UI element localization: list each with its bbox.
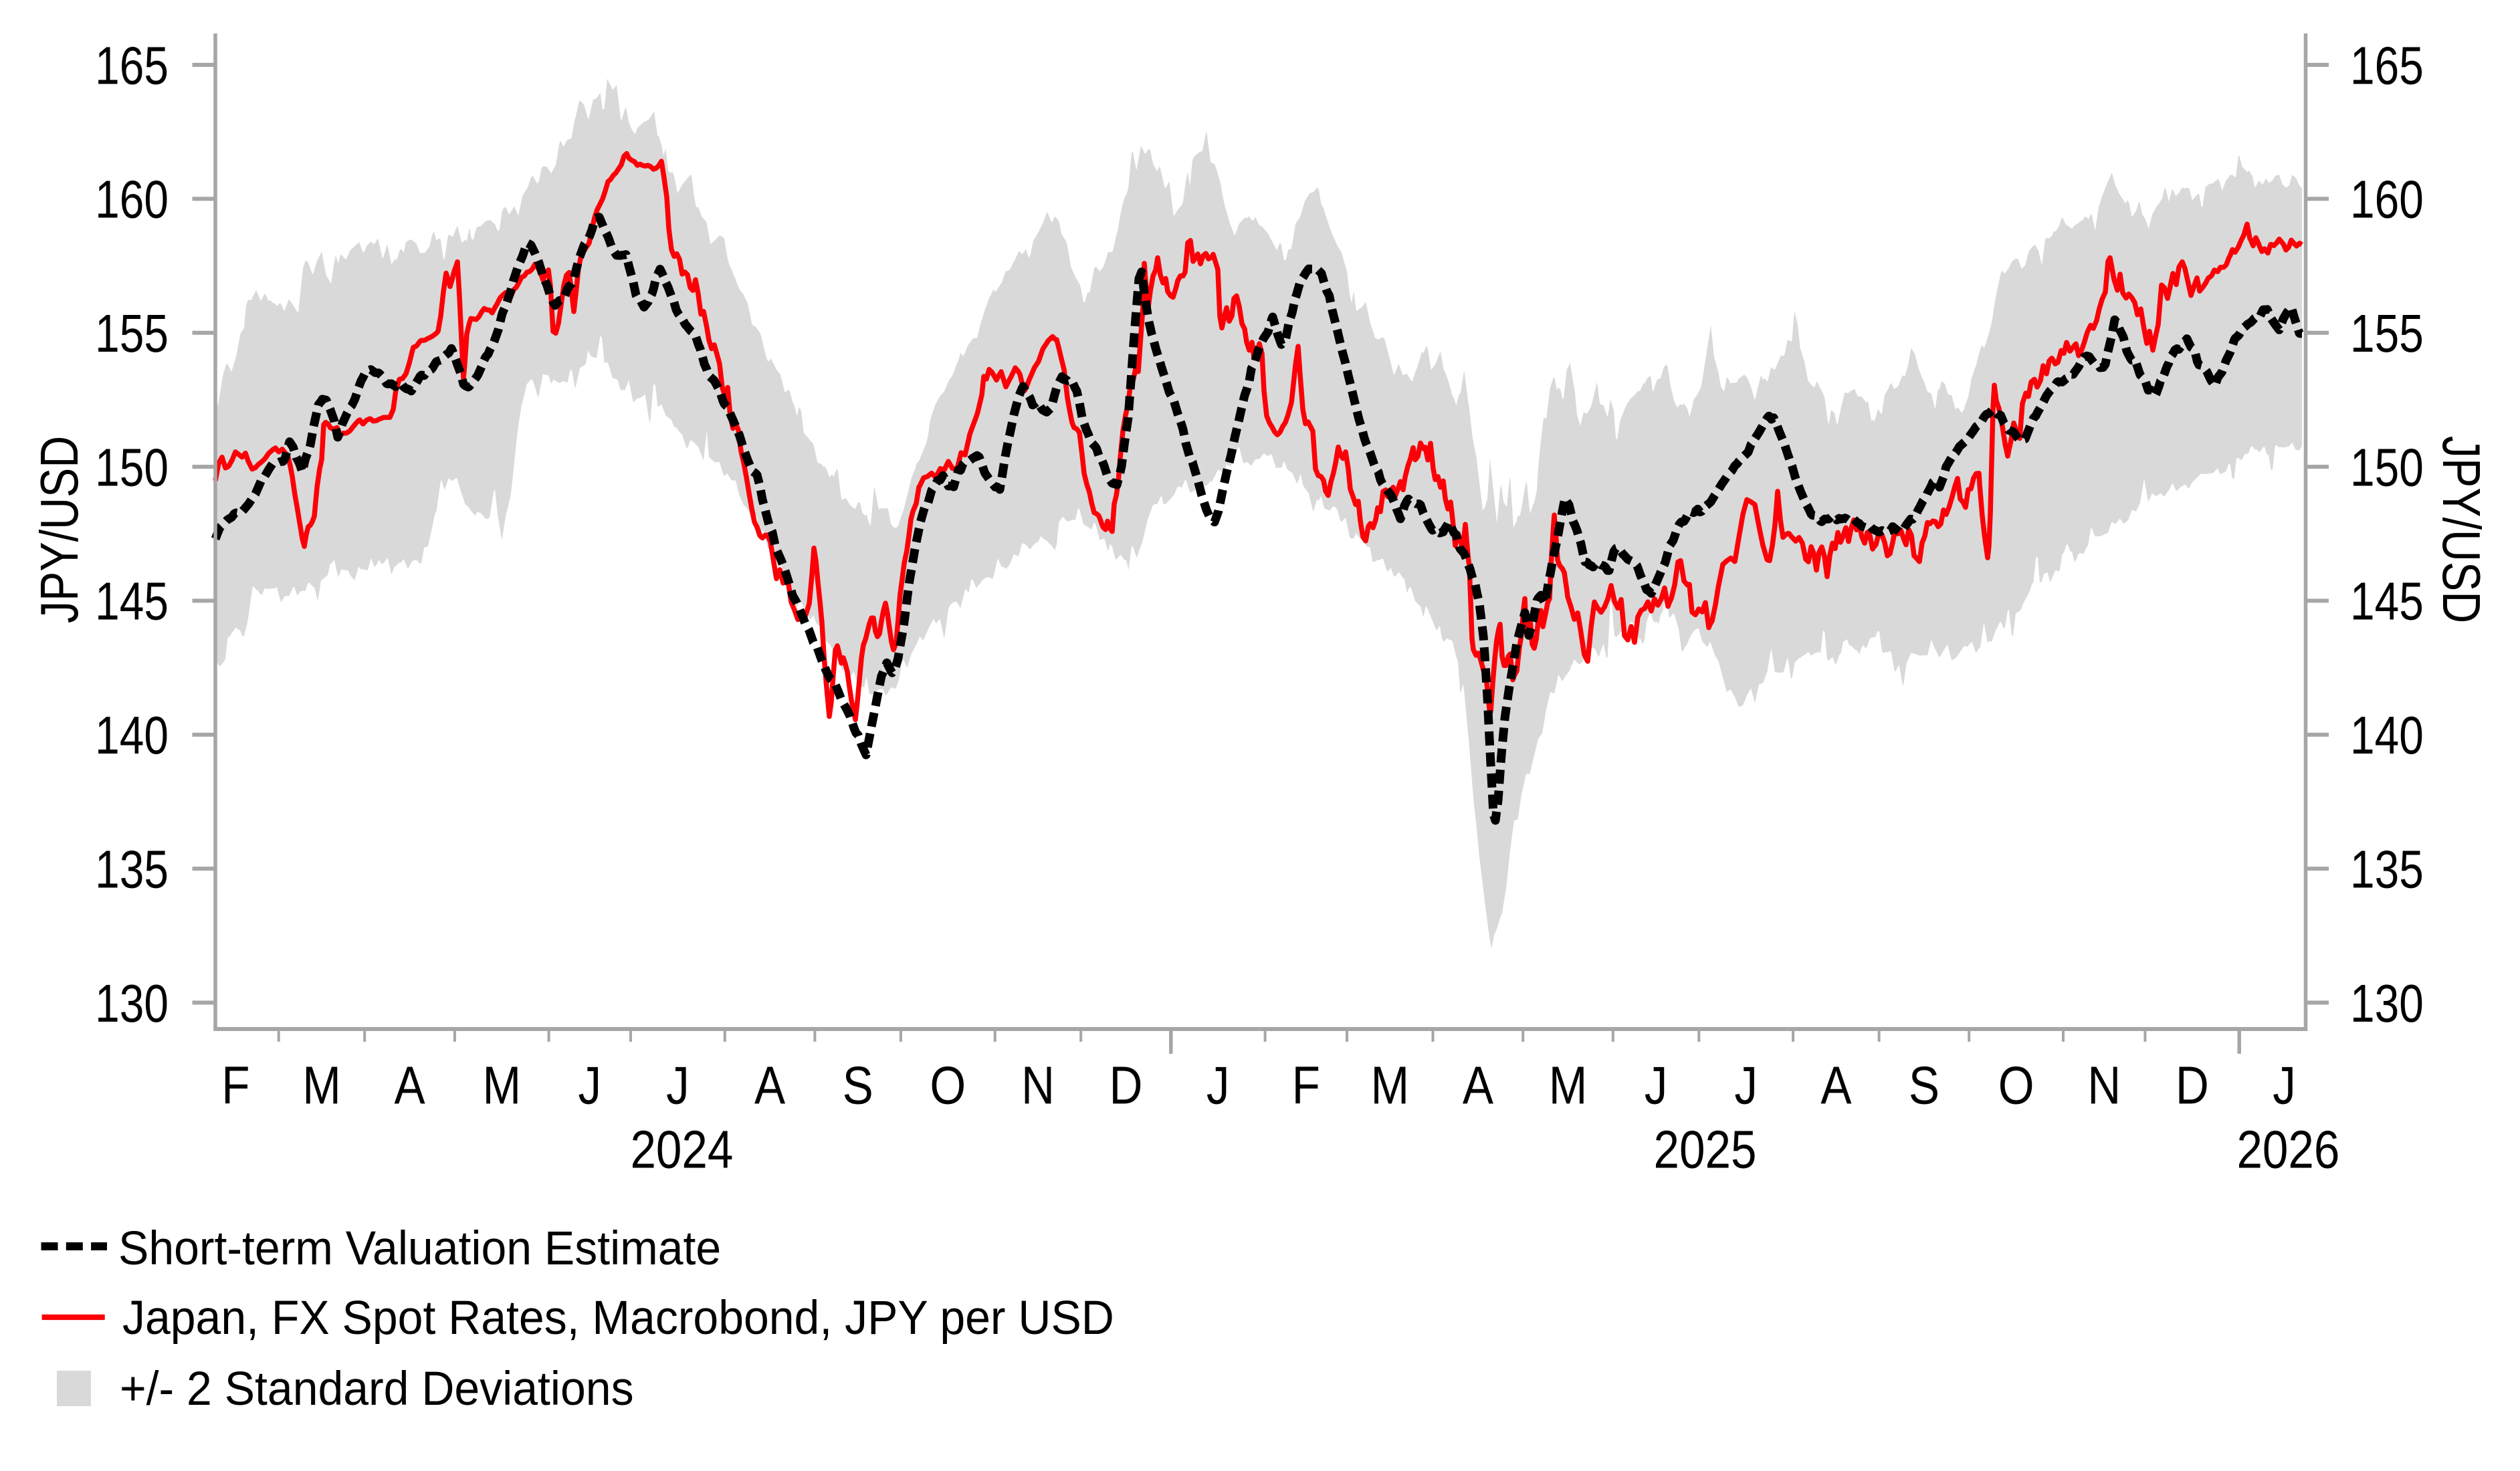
svg-text:140: 140 bbox=[95, 705, 169, 766]
svg-text:2026: 2026 bbox=[2236, 1119, 2339, 1179]
svg-text:J: J bbox=[2273, 1055, 2296, 1115]
svg-text:165: 165 bbox=[2350, 35, 2424, 96]
svg-text:A: A bbox=[395, 1055, 425, 1115]
svg-text:M: M bbox=[1549, 1055, 1588, 1115]
svg-text:130: 130 bbox=[95, 974, 169, 1034]
svg-text:S: S bbox=[1909, 1055, 1939, 1115]
svg-text:2024: 2024 bbox=[630, 1119, 733, 1179]
svg-text:145: 145 bbox=[95, 572, 169, 632]
svg-text:160: 160 bbox=[95, 170, 169, 230]
svg-text:140: 140 bbox=[2350, 705, 2424, 766]
svg-text:JPY/USD: JPY/USD bbox=[29, 436, 89, 623]
svg-text:S: S bbox=[843, 1055, 873, 1115]
svg-text:M: M bbox=[482, 1055, 521, 1115]
svg-text:D: D bbox=[2176, 1055, 2209, 1115]
svg-text:O: O bbox=[1998, 1055, 2034, 1115]
svg-text:130: 130 bbox=[2350, 974, 2424, 1034]
svg-text:135: 135 bbox=[2350, 839, 2424, 899]
svg-text:M: M bbox=[1370, 1055, 1409, 1115]
svg-text:N: N bbox=[2087, 1055, 2121, 1115]
svg-text:A: A bbox=[754, 1055, 785, 1115]
svg-text:JPY/USD: JPY/USD bbox=[2432, 436, 2492, 623]
svg-text:J: J bbox=[579, 1055, 602, 1115]
svg-text:O: O bbox=[930, 1055, 966, 1115]
svg-text:J: J bbox=[1645, 1055, 1668, 1115]
svg-text:A: A bbox=[1463, 1055, 1493, 1115]
svg-text:155: 155 bbox=[95, 304, 169, 364]
svg-text:+/- 2 Standard Deviations: +/- 2 Standard Deviations bbox=[120, 1362, 634, 1416]
svg-text:160: 160 bbox=[2350, 170, 2424, 230]
svg-text:155: 155 bbox=[2350, 304, 2424, 364]
svg-text:N: N bbox=[1021, 1055, 1055, 1115]
svg-text:F: F bbox=[221, 1055, 249, 1115]
svg-text:145: 145 bbox=[2350, 572, 2424, 632]
svg-text:F: F bbox=[1292, 1055, 1320, 1115]
svg-text:Japan, FX Spot Rates, Macrobon: Japan, FX Spot Rates, Macrobond, JPY per… bbox=[122, 1291, 1114, 1345]
svg-text:J: J bbox=[1734, 1055, 1758, 1115]
svg-text:D: D bbox=[1110, 1055, 1143, 1115]
svg-text:J: J bbox=[1206, 1055, 1230, 1115]
svg-text:2025: 2025 bbox=[1654, 1119, 1757, 1179]
svg-text:135: 135 bbox=[95, 839, 169, 899]
svg-text:150: 150 bbox=[2350, 437, 2424, 497]
svg-text:J: J bbox=[666, 1055, 690, 1115]
svg-text:Short-term Valuation Estimate: Short-term Valuation Estimate bbox=[118, 1222, 721, 1275]
svg-text:M: M bbox=[302, 1055, 341, 1115]
svg-text:150: 150 bbox=[95, 437, 169, 497]
svg-text:A: A bbox=[1820, 1055, 1851, 1115]
svg-text:165: 165 bbox=[95, 35, 169, 96]
